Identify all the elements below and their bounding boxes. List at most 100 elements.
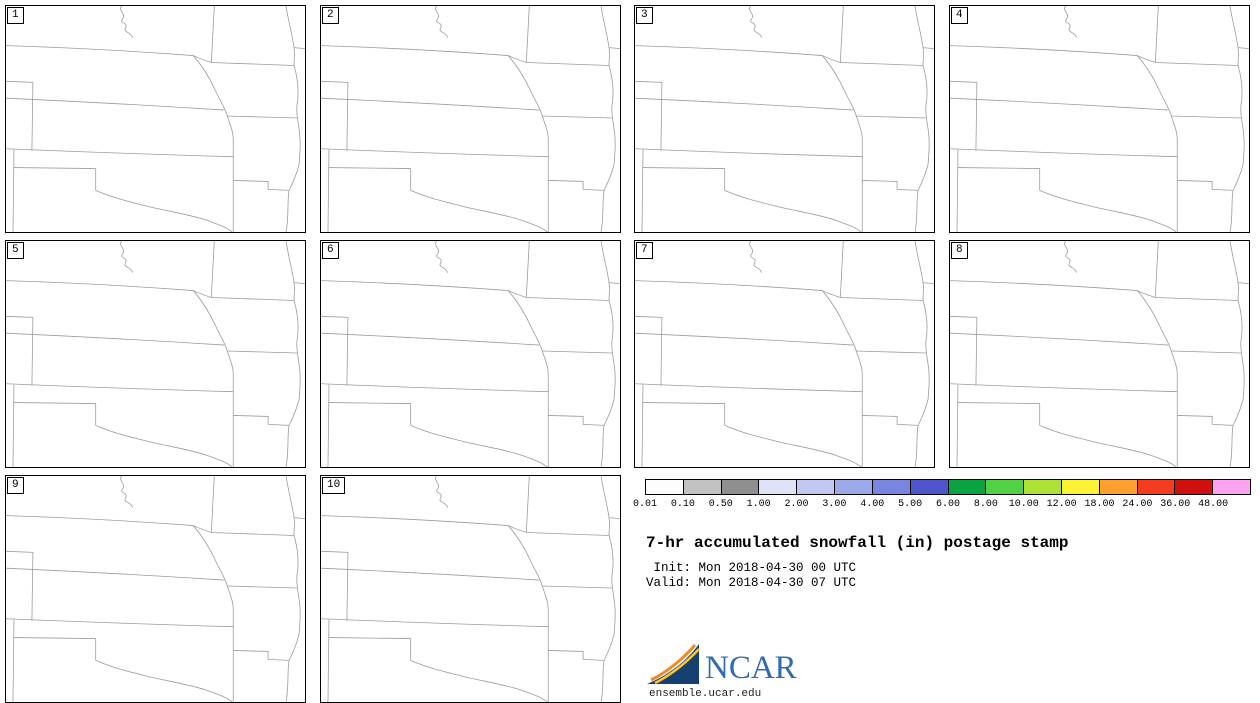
border-sd-ia	[508, 55, 527, 63]
river-mississippi-lower	[285, 634, 300, 702]
river-missouri-ne-ia	[822, 55, 863, 139]
border-nm-east	[956, 384, 959, 467]
border-mn-west	[210, 476, 215, 533]
border-wi-il	[294, 517, 305, 520]
map-panel: 3	[634, 5, 935, 233]
border-ok-panhandle	[13, 402, 96, 404]
border-sd-ia	[1137, 290, 1156, 298]
border-sd-ne	[321, 280, 509, 291]
river-red-ok-tx	[95, 425, 233, 467]
border-mo-ar-bootheel	[548, 415, 605, 426]
river-red-ok-tx	[724, 190, 862, 232]
river-mississippi-mid	[608, 65, 616, 165]
border-sd-ne	[321, 515, 509, 526]
state-map	[6, 241, 305, 467]
border-sd-ne	[950, 280, 1138, 291]
river-mississippi-lower	[285, 164, 300, 232]
lake-missouri-river-sd	[435, 241, 448, 273]
river-mississippi-upper	[600, 476, 610, 536]
river-red-ok-tx	[1039, 190, 1177, 232]
river-mississippi-lower	[1229, 399, 1244, 467]
plot-title: 7-hr accumulated snowfall (in) postage s…	[646, 534, 1069, 552]
border-ia-mo	[542, 115, 613, 119]
colorbar-tick-label: 24.00	[1122, 499, 1153, 510]
border-ia-mo	[1171, 115, 1242, 119]
border-ks-ok	[950, 148, 1178, 158]
border-mo-ar-bootheel	[862, 180, 919, 191]
border-ne-ks	[321, 567, 540, 581]
river-missouri-ne-ia	[822, 290, 863, 374]
panel-number-label: 7	[636, 242, 653, 259]
border-sd-ne	[635, 45, 823, 56]
border-ne-ks	[6, 97, 225, 111]
border-mn-west	[210, 6, 215, 63]
lake-missouri-river-sd	[120, 6, 133, 38]
border-sd-ia	[508, 290, 527, 298]
map-panel: 7	[634, 240, 935, 468]
panel-number-label: 4	[951, 7, 968, 24]
border-sd-ne	[950, 45, 1138, 56]
border-ne-ks	[6, 332, 225, 346]
river-mississippi-lower	[914, 399, 929, 467]
border-mn-ia	[526, 62, 610, 66]
border-ok-panhandle	[642, 167, 725, 169]
branding-block: NCAR ensemble.ucar.edu	[645, 641, 865, 701]
colorbar-tick-label: 6.00	[935, 499, 961, 510]
colorbar-tick-label: 0.01	[632, 499, 658, 510]
river-red-ok-tx	[1039, 425, 1177, 467]
colorbar-tick-label: 1.00	[746, 499, 771, 510]
state-map	[321, 476, 620, 702]
lake-missouri-river-sd	[749, 6, 762, 38]
river-mississippi-lower	[1229, 164, 1244, 232]
river-mississippi-upper	[914, 241, 924, 301]
ncar-logo-text: NCAR	[705, 650, 797, 686]
border-ne-ks	[635, 97, 854, 111]
border-ne-ks	[950, 332, 1169, 346]
border-ok-panhandle	[328, 402, 411, 404]
border-mn-ia	[211, 297, 295, 301]
border-mn-west	[1154, 6, 1159, 63]
state-map	[635, 241, 934, 467]
colorbar-cell	[797, 480, 836, 494]
state-map	[321, 6, 620, 232]
border-nm-east	[12, 384, 15, 467]
border-ia-mo	[856, 115, 927, 119]
river-missouri-ne-ia	[193, 290, 234, 374]
border-mn-west	[839, 6, 844, 63]
colorbar-tick-labels: 0.01 0.10 0.50 1.00 2.00 3.00 4.00 5.00 6.00 8.00…	[633, 499, 1251, 512]
river-red-ok-tx	[410, 425, 548, 467]
panel-number-label: 1	[7, 7, 24, 24]
river-mississippi-upper	[1229, 6, 1239, 66]
border-mn-west	[525, 241, 530, 298]
border-ok-panhandle	[328, 167, 411, 169]
border-co-corner	[6, 80, 34, 151]
border-ks-ok	[635, 148, 863, 158]
border-ks-ok	[6, 383, 234, 393]
site-url: ensemble.ucar.edu	[649, 688, 762, 700]
border-ia-mo	[227, 115, 298, 119]
lake-missouri-river-sd	[1064, 6, 1077, 38]
lake-missouri-river-sd	[749, 241, 762, 273]
colorbar-cell	[759, 480, 798, 494]
lake-missouri-river-sd	[120, 241, 133, 273]
border-wi-il	[1238, 282, 1249, 285]
border-sd-ia	[822, 55, 841, 63]
border-nm-east	[641, 384, 644, 467]
border-sd-ia	[1137, 55, 1156, 63]
river-mississippi-mid	[608, 535, 616, 635]
border-ia-mo	[227, 350, 298, 354]
border-co-corner	[950, 80, 978, 151]
river-mississippi-upper	[285, 476, 295, 536]
river-mississippi-upper	[600, 6, 610, 66]
colorbar-cell	[646, 480, 684, 494]
colorbar-cell	[986, 480, 1025, 494]
border-nm-east	[12, 619, 15, 702]
border-nm-east	[327, 384, 330, 467]
border-wi-il	[609, 282, 620, 285]
map-panel: 10	[320, 475, 621, 703]
map-panel: 6	[320, 240, 621, 468]
border-co-corner	[950, 315, 978, 386]
state-map	[635, 6, 934, 232]
colorbar-tick-label: 4.00	[860, 499, 885, 510]
